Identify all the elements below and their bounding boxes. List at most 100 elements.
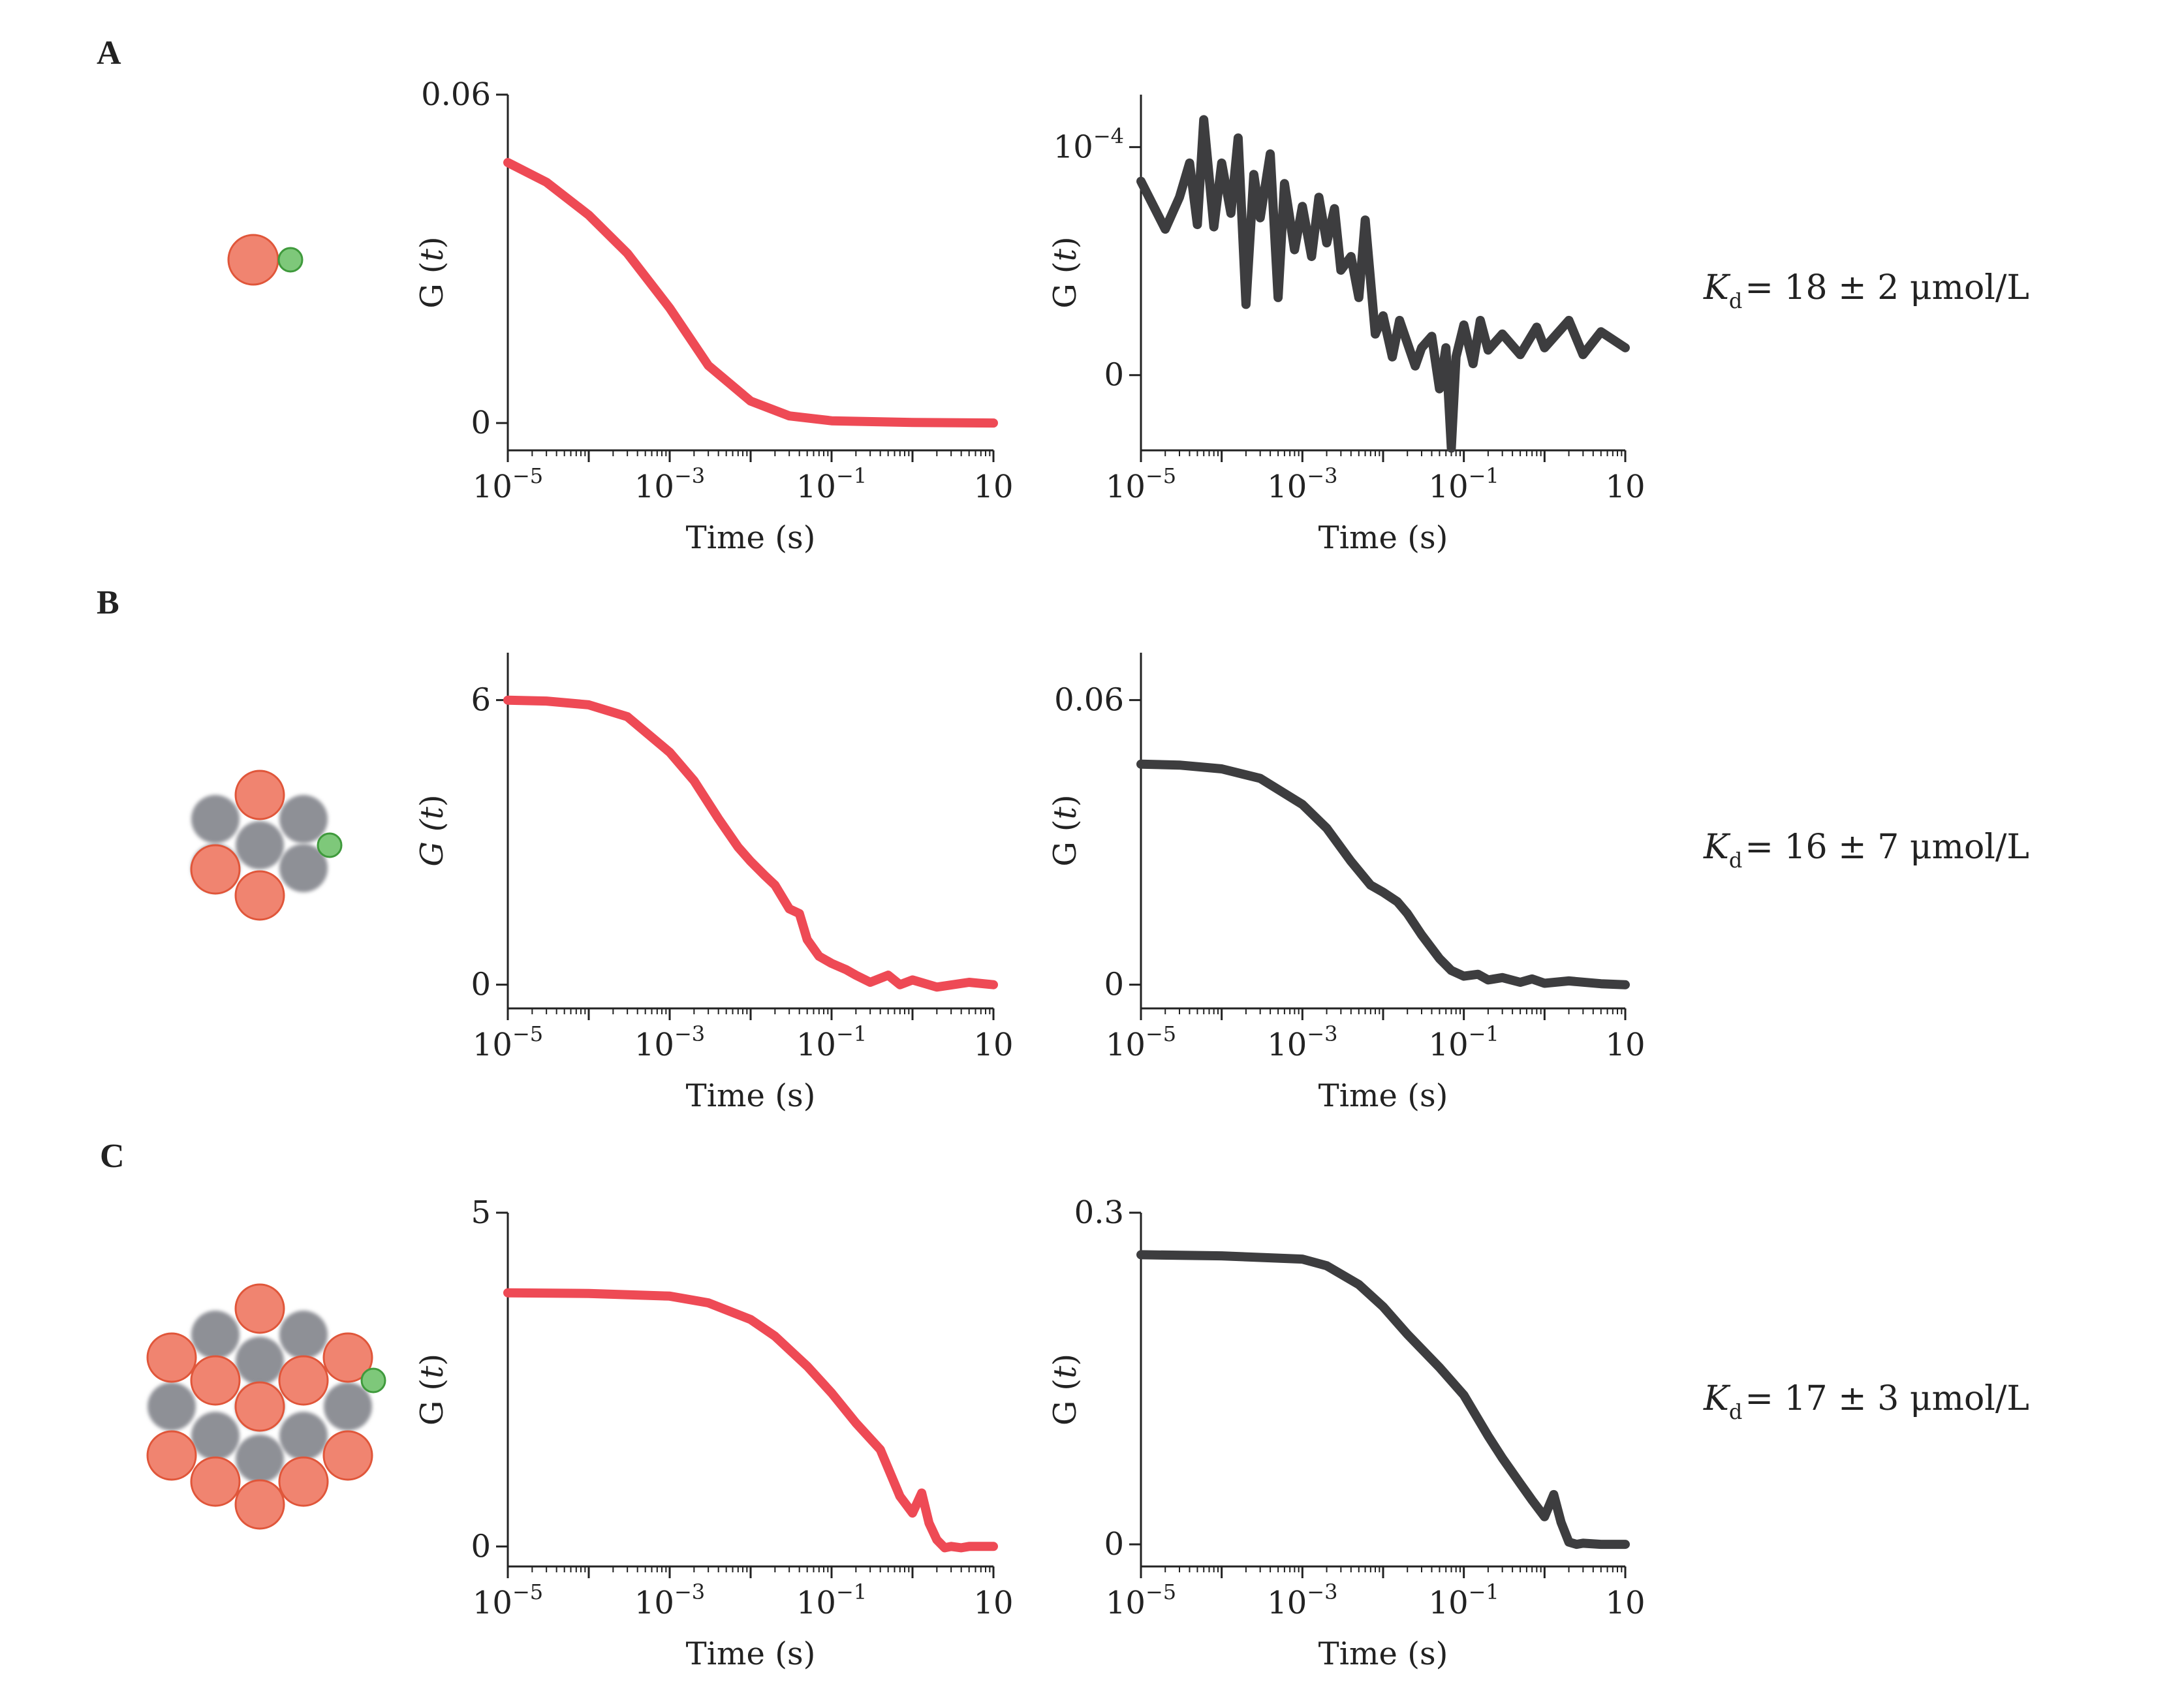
- kd-symbol: K: [1703, 1379, 1731, 1418]
- kd-symbol: K: [1703, 268, 1731, 307]
- x-tick-label: 10−3: [634, 463, 705, 505]
- y-axis-label-end: ): [1047, 236, 1084, 249]
- kd-value-a: = 18 ± 2 μmol/L: [1745, 268, 2029, 307]
- x-tick-base: 10: [1106, 1585, 1146, 1621]
- y-axis-label: G (t): [414, 236, 450, 308]
- orange-sphere: [234, 870, 285, 921]
- x-tick-label: 10−1: [796, 1580, 867, 1621]
- x-tick-base: 10: [473, 469, 512, 505]
- y-axis-label-variable: t: [414, 248, 450, 261]
- panel-label-b: B: [97, 584, 119, 621]
- gray-sphere: [236, 1337, 284, 1385]
- y-tick-label: 10−4: [1053, 123, 1124, 165]
- panel-label-c: C: [100, 1138, 125, 1175]
- y-tick-label: 0.3: [1074, 1194, 1124, 1231]
- x-tick-base: 10: [1429, 1027, 1469, 1063]
- x-tick-exponent: −1: [836, 1021, 867, 1046]
- x-tick-exponent: −5: [1146, 1021, 1176, 1046]
- large-cluster-with-ligand-icon: [146, 1283, 386, 1530]
- kd-label-b: Kd= 16 ± 7 μmol/L: [1703, 828, 2029, 873]
- y-axis-label-main: G (: [1047, 819, 1084, 866]
- y-tick-label: 0.06: [1054, 682, 1124, 719]
- y-axis-label-variable: t: [414, 1365, 450, 1378]
- orange-sphere: [190, 844, 241, 895]
- x-tick-exponent: −5: [512, 1580, 543, 1604]
- gray-sphere: [191, 795, 240, 843]
- y-axis-label: G (t): [1047, 236, 1084, 308]
- x-tick-label: 10−5: [1106, 463, 1176, 505]
- x-tick-base: 10: [796, 1027, 836, 1063]
- gray-sphere: [236, 821, 284, 869]
- x-tick-base: 10: [1429, 1585, 1469, 1621]
- x-tick-base: 10: [796, 469, 836, 505]
- x-tick-label: 10: [973, 469, 1013, 505]
- x-tick-base: 10: [1605, 1585, 1645, 1621]
- x-tick-exponent: −1: [1469, 463, 1499, 488]
- gray-series-line: [1136, 1250, 1630, 1549]
- orange-sphere: [278, 1456, 329, 1507]
- gray-sphere: [236, 1435, 284, 1483]
- green-sphere: [277, 247, 304, 273]
- x-tick-base: 10: [634, 469, 674, 505]
- x-axis-label: Time (s): [1318, 1078, 1448, 1114]
- orange-sphere: [278, 1355, 329, 1406]
- x-tick-label: 10: [1605, 469, 1645, 505]
- x-tick-base: 10: [1605, 1027, 1645, 1063]
- y-tick-base: 0: [1104, 357, 1124, 394]
- kd-label-c: Kd= 17 ± 3 μmol/L: [1703, 1379, 2029, 1424]
- red-series-line: [503, 695, 998, 992]
- x-tick-exponent: −1: [836, 463, 867, 488]
- y-axis-label-end: ): [414, 236, 450, 249]
- x-tick-label: 10−1: [796, 463, 867, 505]
- gray-sphere: [279, 844, 328, 892]
- gray-sphere: [279, 1412, 328, 1460]
- y-tick-label: 5: [471, 1194, 491, 1231]
- x-tick-label: 10−1: [796, 1021, 867, 1063]
- x-axis-label: Time (s): [686, 520, 816, 556]
- x-tick-base: 10: [796, 1585, 836, 1621]
- y-tick-label: 0: [471, 1528, 491, 1565]
- x-tick-base: 10: [1267, 469, 1307, 505]
- x-tick-exponent: −3: [1307, 1021, 1337, 1046]
- orange-sphere: [322, 1332, 373, 1383]
- x-tick-exponent: −3: [674, 1580, 705, 1604]
- y-axis-label: G (t): [1047, 1354, 1084, 1425]
- kd-value-c: = 17 ± 3 μmol/L: [1745, 1379, 2029, 1418]
- y-tick-label: 0: [471, 405, 491, 441]
- x-tick-exponent: −5: [512, 1021, 543, 1046]
- x-tick-label: 10−1: [1429, 463, 1499, 505]
- y-tick-label: 0: [1104, 967, 1124, 1003]
- x-tick-label: 10−5: [1106, 1021, 1176, 1063]
- y-tick-exponent: −4: [1093, 123, 1124, 148]
- y-axis-label-main: G (: [414, 261, 450, 308]
- x-axis-label: Time (s): [686, 1078, 816, 1114]
- x-tick-base: 10: [1106, 1027, 1146, 1063]
- x-axis-label: Time (s): [1318, 520, 1448, 556]
- x-tick-label: 10−3: [1267, 1021, 1337, 1063]
- gray-sphere: [324, 1382, 372, 1431]
- y-axis-label-end: ): [414, 1354, 450, 1366]
- y-axis-label: G (t): [1047, 794, 1084, 866]
- gray-series-line: [1136, 759, 1630, 989]
- orange-sphere: [190, 1456, 241, 1507]
- small-cluster-with-ligand-icon: [190, 770, 343, 921]
- y-tick-label: 0: [471, 967, 491, 1003]
- x-tick-label: 10−3: [634, 1580, 705, 1621]
- x-tick-label: 10−5: [473, 463, 543, 505]
- y-tick-base: 10: [1053, 129, 1093, 165]
- y-axis-label-variable: t: [1047, 248, 1084, 261]
- x-tick-exponent: −5: [1146, 463, 1176, 488]
- green-sphere: [360, 1367, 386, 1393]
- gray-sphere: [279, 795, 328, 843]
- gray-sphere: [148, 1382, 196, 1431]
- orange-sphere: [322, 1430, 373, 1481]
- gray-series-line: [1136, 115, 1630, 453]
- orange-sphere: [146, 1430, 197, 1481]
- gray-sphere: [191, 1412, 240, 1460]
